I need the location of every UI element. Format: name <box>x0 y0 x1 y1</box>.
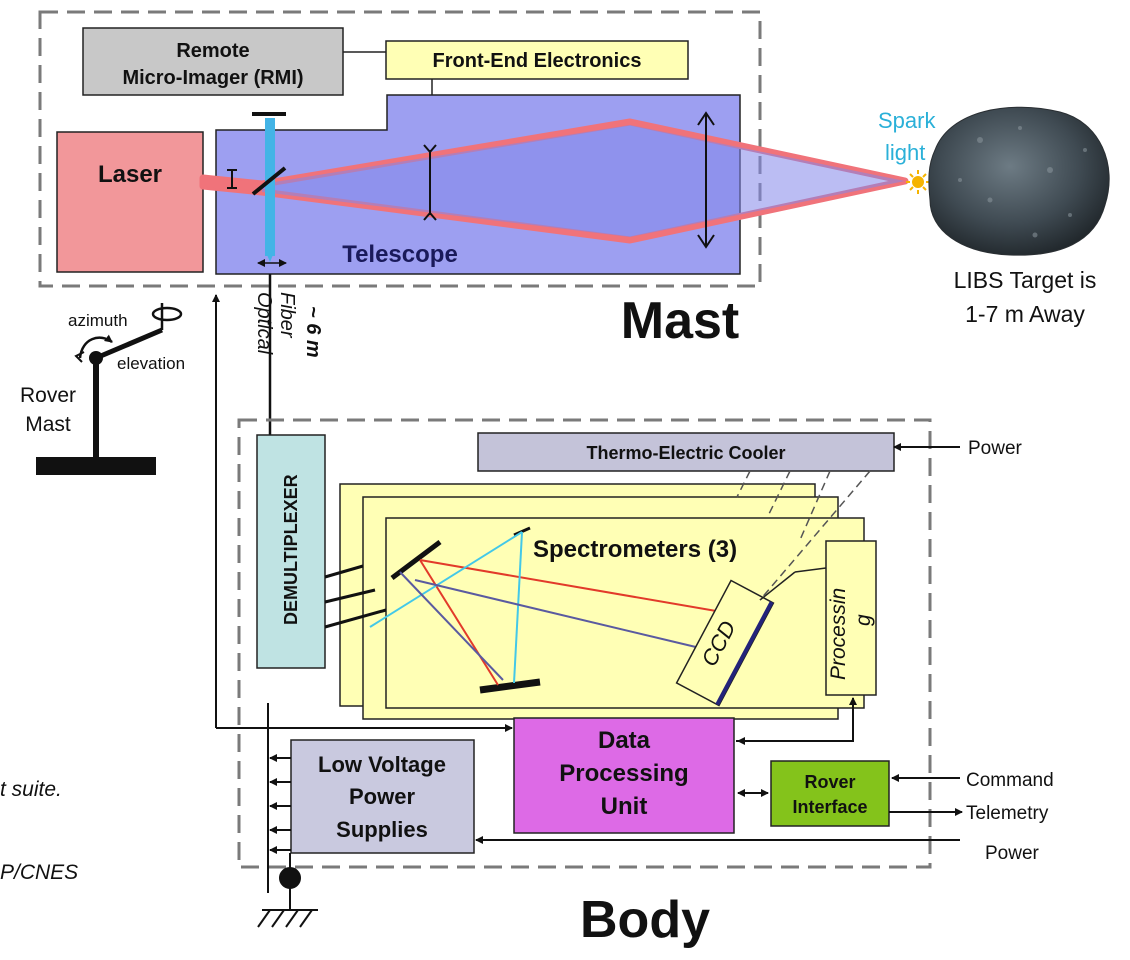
rover-mast-label-line2: Mast <box>25 413 71 436</box>
processing-box <box>825 540 877 696</box>
small-lens-icon <box>227 169 237 189</box>
ccd-processing-link <box>759 571 796 601</box>
demux-box <box>256 434 326 669</box>
power-outputs <box>269 754 291 854</box>
spectrometer-small-mirror <box>513 526 531 537</box>
rover-mast-base <box>36 457 156 475</box>
rmi-beam-blue <box>265 118 275 256</box>
mast-title: Mast <box>621 292 739 350</box>
spectrometers-label: Spectrometers (3) <box>533 536 737 563</box>
elevation-rotation-icon <box>74 334 113 363</box>
ground-icon <box>257 853 318 928</box>
rover-interface-box <box>770 760 890 827</box>
command-label: Command <box>966 770 1054 791</box>
dpu-label-line2: Processing <box>559 760 688 787</box>
body-title: Body <box>580 891 710 949</box>
spectrometer-light-paths <box>369 531 723 686</box>
spark-sun-icon <box>906 170 930 194</box>
rover-mast-pole <box>93 358 99 463</box>
dpu-box <box>513 717 735 834</box>
elevation-label: elevation <box>117 354 185 373</box>
azimuth-label: azimuth <box>68 311 128 330</box>
mast-dashed-boundary <box>38 10 762 288</box>
dpu-label-line1: Data <box>598 727 651 754</box>
demux-output-fibers <box>324 564 387 629</box>
fee-label: Front-End Electronics <box>433 50 642 72</box>
rmi-label-line1: Remote <box>176 40 249 62</box>
rmi-box <box>82 27 344 96</box>
spark-label-line2: light <box>885 140 925 165</box>
libs-target-rock <box>928 106 1110 256</box>
lvps-label-line3: Supplies <box>336 817 428 842</box>
caption-line1: t suite. <box>0 778 62 801</box>
ccd-block <box>675 579 775 707</box>
focusing-lens-icon <box>697 111 715 249</box>
dpu-processing-link <box>736 697 857 742</box>
beam-splitter-mirror <box>251 166 287 196</box>
return-light-cone <box>262 125 905 237</box>
fee-box <box>385 40 689 80</box>
fiber-label-line2: Fiber <box>276 292 298 339</box>
fiber-tip-icon <box>265 250 275 262</box>
rover-interface-label-line2: Interface <box>792 797 867 817</box>
rock-texture <box>958 126 1087 238</box>
power-bottom-label: Power <box>985 843 1040 864</box>
rover-interface-label-line1: Rover <box>804 772 855 792</box>
rmi-label-line2: Micro-Imager (RMI) <box>122 67 303 89</box>
diverging-lens-icon <box>423 144 437 221</box>
lvps-box <box>290 739 475 854</box>
tec-box <box>477 432 895 472</box>
telescope-label: Telescope <box>342 241 458 268</box>
demux-label: DEMULTIPLEXER <box>281 474 301 625</box>
target-label-line2: 1-7 m Away <box>965 301 1085 327</box>
spark-label-line1: Spark <box>878 108 936 133</box>
processing-label-b: g <box>852 614 875 626</box>
rover-mast-label-line1: Rover <box>20 384 76 407</box>
fiber-label-line3: ~ 6 m <box>302 306 324 358</box>
telemetry-label: Telemetry <box>966 803 1049 824</box>
caption-line2: P/CNES <box>0 861 78 884</box>
spectrometer-grating <box>479 678 541 694</box>
body-dashed-boundary <box>237 418 932 869</box>
laser-box <box>56 131 204 273</box>
processing-label-a: Processin <box>827 588 850 680</box>
laser-label: Laser <box>98 161 162 188</box>
lvps-label-line2: Power <box>349 784 415 809</box>
lvps-label-line1: Low Voltage <box>318 752 446 777</box>
tec-label: Thermo-Electric Cooler <box>586 443 785 463</box>
dpu-label-line3: Unit <box>601 793 648 820</box>
spectrometer-panel-front <box>385 517 865 709</box>
power-top-label: Power <box>968 438 1023 459</box>
tec-cooling-links <box>736 470 871 601</box>
fiber-label-line1: Optical <box>253 292 275 355</box>
target-label-line1: LIBS Target is <box>954 267 1097 293</box>
ccd-processing-link-b <box>794 567 827 573</box>
azimuth-rotation-icon <box>95 303 183 361</box>
